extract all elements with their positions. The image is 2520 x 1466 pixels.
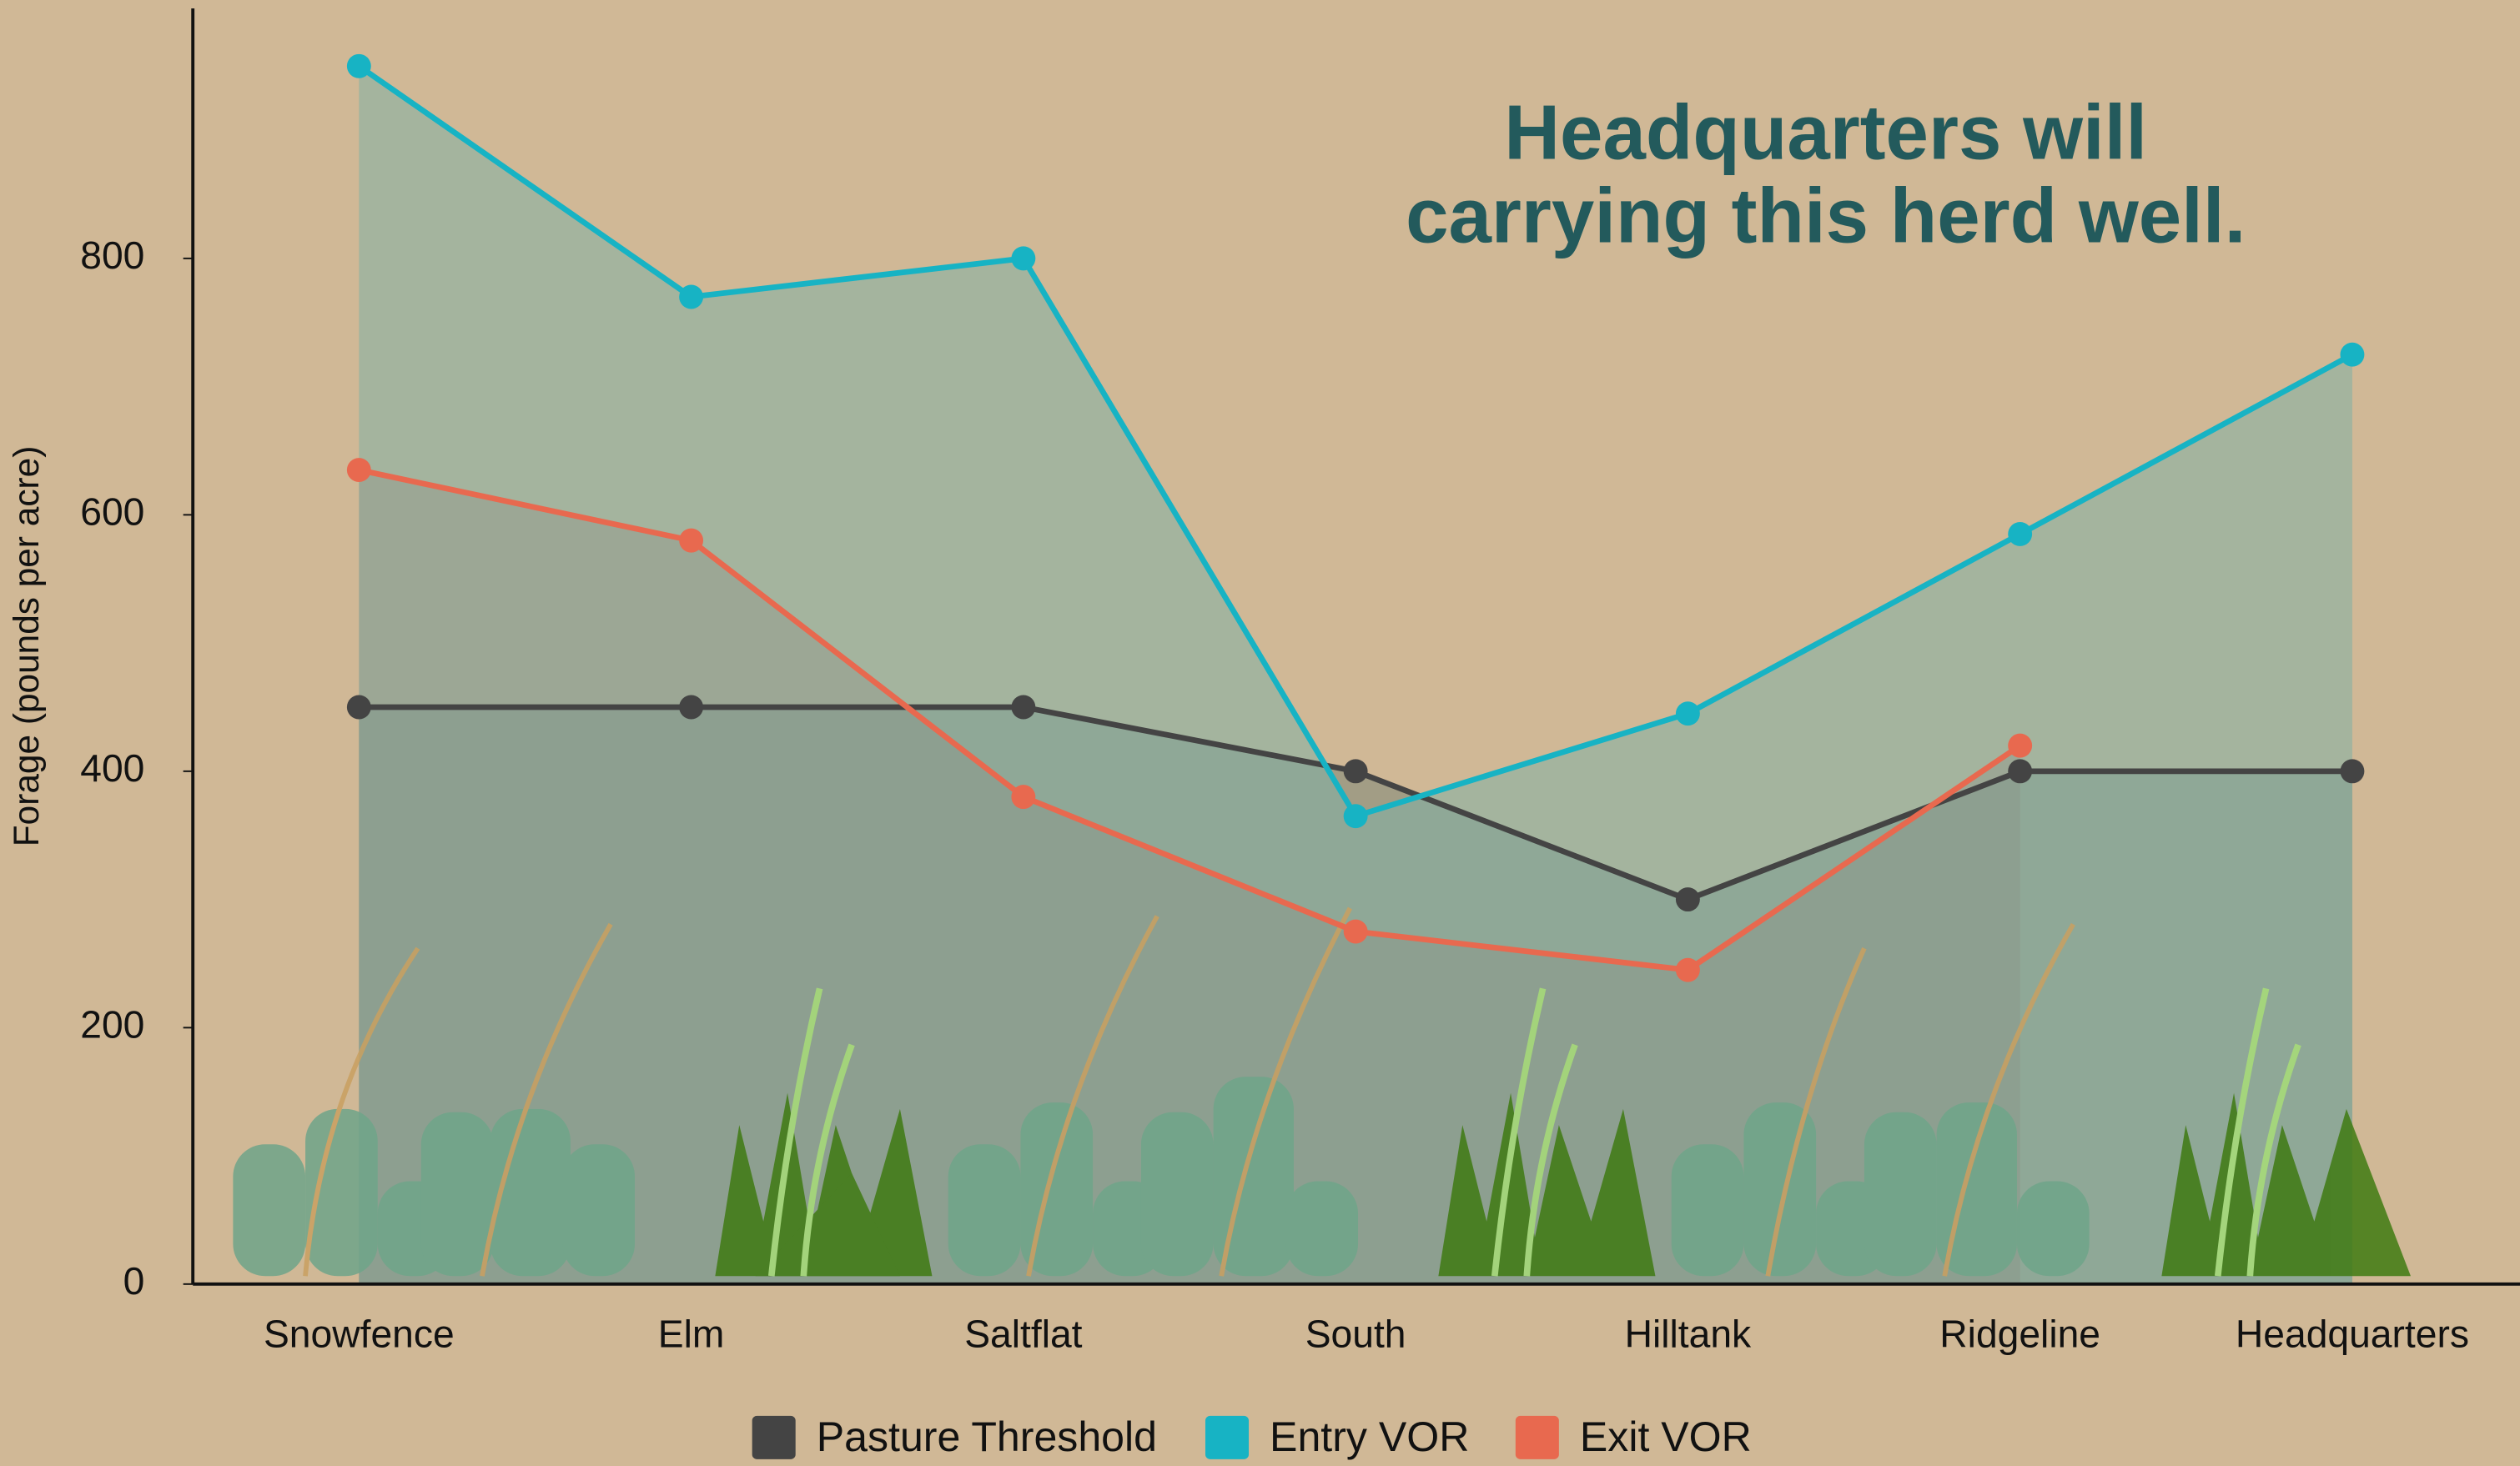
point xyxy=(346,458,371,483)
legend-swatch xyxy=(1515,1415,1559,1459)
x-tick-label: Snowfence xyxy=(264,1313,455,1356)
point xyxy=(1011,246,1036,271)
point xyxy=(679,695,704,720)
legend-label: Exit VOR xyxy=(1580,1413,1752,1460)
y-tick-label: 600 xyxy=(80,490,144,534)
grass-decoration xyxy=(233,906,2411,1277)
line xyxy=(358,467,2022,973)
point xyxy=(2008,733,2033,758)
y-tick-label: 800 xyxy=(80,233,144,277)
legend-label: Pasture Threshold xyxy=(817,1413,1157,1460)
y-axis-label: Forage (pounds per acre) xyxy=(7,446,46,847)
annotation: carrying this herd well. xyxy=(1406,173,2246,259)
y-tick-label: 400 xyxy=(80,746,144,790)
y-tick-label: 200 xyxy=(80,1003,144,1047)
x-tick-label: Elm xyxy=(658,1313,725,1356)
area xyxy=(359,469,2020,1284)
x-tick-label: Headquarters xyxy=(2236,1313,2469,1356)
x-tick-label: Hilltank xyxy=(1625,1313,1752,1356)
point xyxy=(2008,521,2033,546)
point xyxy=(1011,785,1036,810)
point xyxy=(346,695,371,720)
point xyxy=(346,53,371,78)
legend-swatch xyxy=(1205,1415,1250,1459)
point xyxy=(1675,701,1700,726)
point xyxy=(1343,759,1368,784)
point xyxy=(1675,957,1700,982)
legend-label: Entry VOR xyxy=(1270,1413,1469,1460)
point xyxy=(2340,342,2365,367)
x-tick-label: Ridgeline xyxy=(1939,1313,2100,1356)
point xyxy=(679,528,704,553)
x-tick-label: South xyxy=(1305,1313,1406,1356)
y-tick-label: 0 xyxy=(123,1259,145,1303)
point xyxy=(1675,887,1700,912)
point xyxy=(1343,919,1368,944)
annotation: Headquarters will xyxy=(1504,89,2147,176)
point xyxy=(1343,804,1368,829)
point xyxy=(1011,695,1036,720)
area xyxy=(359,66,2352,1284)
point xyxy=(2340,759,2365,784)
legend-swatch xyxy=(752,1415,796,1459)
point xyxy=(679,284,704,309)
point xyxy=(2008,759,2033,784)
x-tick-label: Saltflat xyxy=(964,1313,1082,1356)
